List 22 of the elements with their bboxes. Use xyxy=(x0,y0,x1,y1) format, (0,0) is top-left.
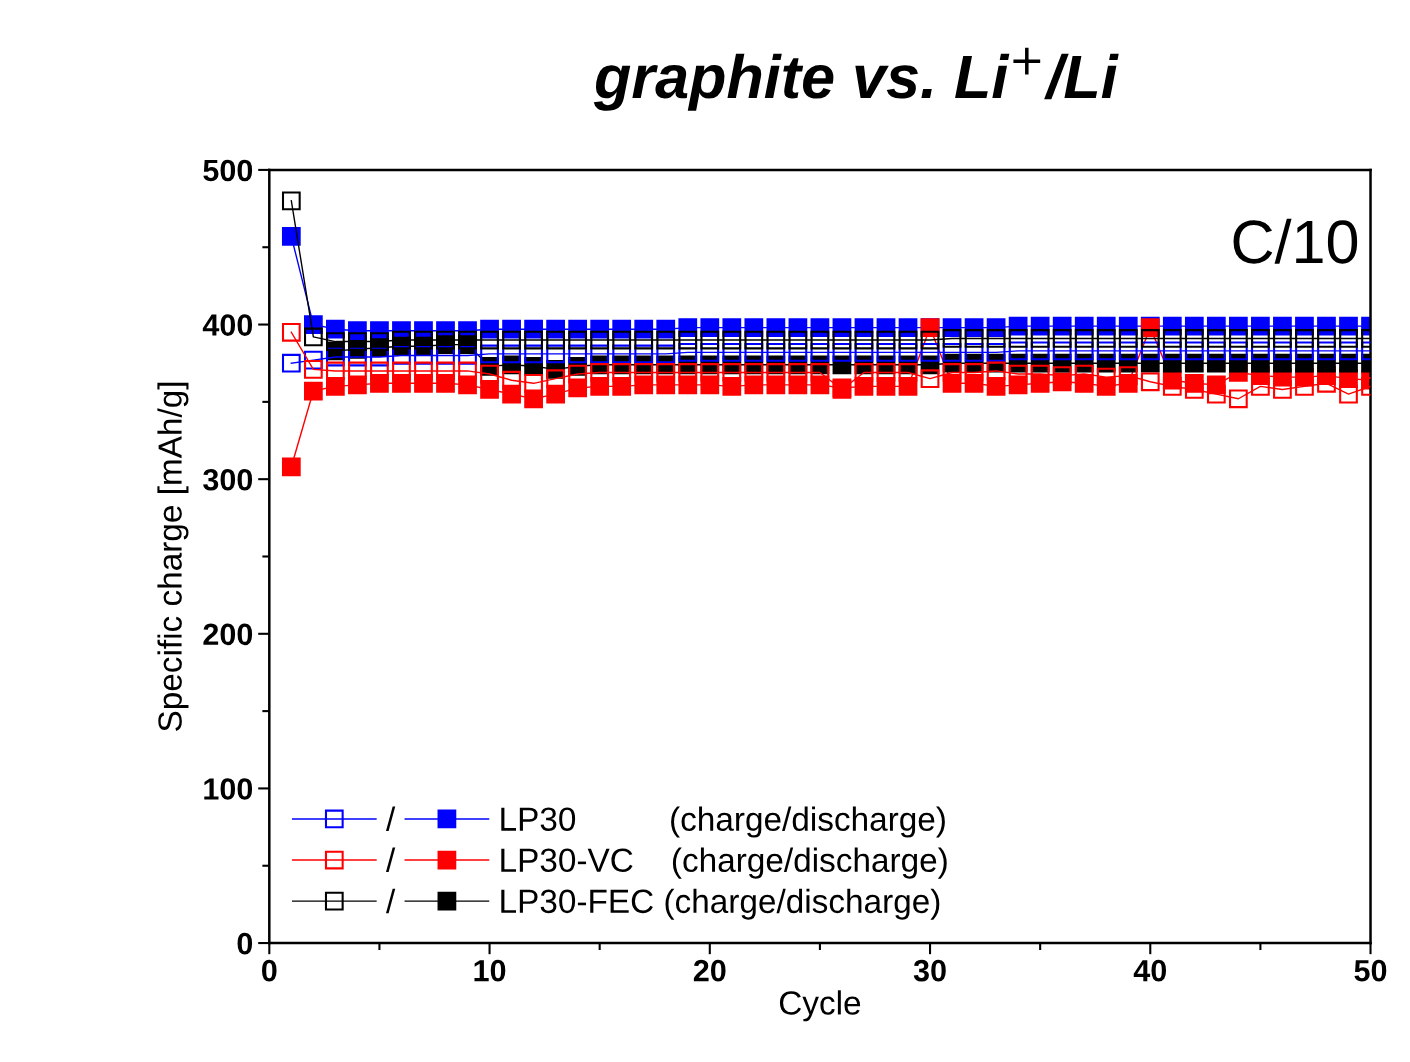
x-tick-label: 50 xyxy=(1354,959,1387,982)
x-axis-title: Cycle xyxy=(779,990,861,1022)
x-tick-label: 20 xyxy=(693,959,726,982)
y-tick-label: 300 xyxy=(203,468,253,491)
x-tick-label: 10 xyxy=(474,959,506,982)
x-tick-label: 40 xyxy=(1133,959,1167,982)
y-tick-label: 500 xyxy=(203,159,253,182)
legend-label: / xyxy=(385,806,396,831)
x-tick-label: 0 xyxy=(262,959,277,982)
legend-label: LP30-VC (charge/discharge) xyxy=(501,847,947,879)
annotation: C/10 xyxy=(1233,218,1358,264)
y-tick-label: 200 xyxy=(203,623,253,646)
legend-label: LP30 (charge/discharge) xyxy=(501,806,945,838)
y-axis-title: Specific charge [mAh/g] xyxy=(157,382,189,731)
chart-title: graphite vs. Li$^{+}$/Li xyxy=(593,47,1119,111)
legend-label: / xyxy=(385,888,396,914)
y-tick-label: 100 xyxy=(204,778,253,800)
y-tick-label: 400 xyxy=(202,314,253,336)
legend-label: / xyxy=(385,847,396,873)
x-tick-label: 30 xyxy=(913,959,946,982)
y-tick-label: 0 xyxy=(237,932,253,955)
legend-label: LP30-FEC (charge/discharge) xyxy=(501,888,940,920)
